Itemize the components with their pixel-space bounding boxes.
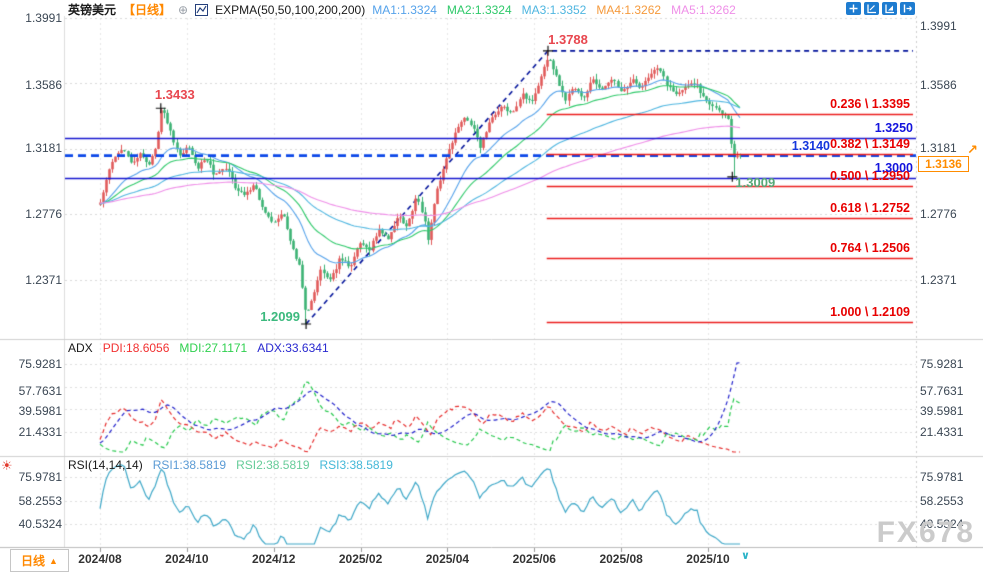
watermark: FX678	[876, 516, 975, 549]
adx-reading: PDI:18.6056	[102, 341, 170, 355]
fib-level-label: 0.500 \ 1.2950	[830, 169, 910, 184]
rsi-values: RSI1:38.5819 RSI2:38.5819 RSI3:38.5819	[153, 458, 403, 472]
price-direction-arrow-icon: ↗	[967, 142, 978, 157]
adx-axis-label-right: 57.7631	[920, 384, 964, 398]
ma-value: MA5:1.3262	[671, 2, 736, 17]
price-level-label: 1.3000	[874, 161, 913, 176]
expma-chart-icon	[195, 3, 209, 16]
rsi-name: RSI(14,14,14)	[68, 458, 143, 472]
main-axis-label-right: 1.2776	[920, 207, 957, 221]
rsi-axis-label-left: 40.5324	[18, 517, 62, 531]
main-axis-label-right: 1.2371	[920, 273, 957, 287]
adx-name: ADX	[68, 341, 93, 355]
rsi-reading: RSI3:38.5819	[319, 458, 393, 472]
zoom-vertical-button[interactable]	[882, 2, 897, 15]
period-selector-label: 日线	[21, 554, 46, 568]
date-axis-label: 2025/04	[425, 552, 470, 566]
main-axis-label-left: 1.2371	[25, 273, 62, 287]
ma-legend: MA1:1.3324 MA2:1.3324 MA3:1.3352 MA4:1.3262…	[372, 3, 736, 17]
main-axis-label-right: 1.3586	[920, 78, 957, 92]
ma-value: MA1:1.3324	[372, 2, 437, 17]
fib-level-label: 0.618 \ 1.2752	[830, 201, 910, 216]
price-annotation: 1.3788	[548, 31, 588, 47]
symbol-title: 英镑美元	[68, 3, 117, 17]
main-axis-label-left: 1.3181	[25, 141, 62, 155]
pan-right-button[interactable]	[900, 2, 915, 15]
rsi-legend: RSI(14,14,14) RSI1:38.5819 RSI2:38.5819 RS…	[68, 458, 403, 472]
move-tool-button[interactable]	[846, 2, 861, 15]
period-tag: 【日线】	[123, 3, 172, 17]
add-indicator-icon[interactable]: ⊕	[178, 2, 189, 17]
date-axis-label: 2025/10	[686, 552, 730, 566]
dashed-line-label: 1.3140	[791, 138, 830, 153]
fib-level-label: 1.000 \ 1.2109	[830, 305, 910, 320]
settings-sun-icon[interactable]: ☀	[1, 458, 13, 473]
adx-reading: ADX:33.6341	[257, 341, 329, 355]
adx-axis-label-right: 75.9281	[920, 357, 964, 371]
indicator-label: EXPMA(50,50,100,200,200)	[215, 2, 366, 17]
adx-legend: ADX PDI:18.6056 MDI:27.1171 ADX:33.6341	[68, 341, 339, 355]
rsi-axis-label-right: 75.9781	[920, 470, 964, 484]
date-axis-label: 2025/06	[512, 552, 556, 566]
main-axis-label-left: 1.3991	[25, 11, 62, 25]
main-axis-label-right: 1.3181	[920, 141, 957, 155]
adx-axis-label-left: 75.9281	[18, 357, 62, 371]
adx-axis-label-left: 39.5981	[18, 404, 62, 418]
rsi-axis-label-left: 75.9781	[18, 470, 62, 484]
rsi-axis-label-right: 58.2553	[920, 494, 964, 508]
ma-value: MA3:1.3352	[521, 2, 587, 17]
rsi-reading: RSI2:38.5819	[236, 458, 310, 472]
rsi-axis-label-right: 40.5324	[920, 517, 964, 531]
rsi-reading: RSI1:38.5819	[152, 458, 227, 472]
main-axis-label-left: 1.2776	[25, 207, 62, 221]
adx-axis-label-left: 21.4331	[18, 425, 62, 439]
adx-axis-label-right: 21.4331	[920, 425, 964, 439]
date-axis-label: 2024/12	[252, 552, 296, 566]
rsi-axis-label-left: 58.2553	[18, 494, 62, 508]
ma-value: MA2:1.3324	[446, 2, 512, 17]
fib-level-label: 0.236 \ 1.3395	[830, 97, 910, 112]
ma-value: MA4:1.3262	[596, 2, 662, 17]
adx-axis-label-left: 57.7631	[18, 384, 62, 398]
period-selector-button[interactable]: 日线 ▲	[10, 549, 69, 572]
chart-header: 英镑美元 【日线】 ⊕ EXPMA(50,50,100,200,200) MA1…	[68, 2, 736, 18]
adx-reading: MDI:27.1171	[179, 341, 248, 355]
adx-values: PDI:18.6056 MDI:27.1171 ADX:33.6341	[103, 341, 339, 355]
date-axis-label: 2024/10	[165, 552, 209, 566]
main-axis-label-right: 1.3991	[920, 19, 957, 33]
collapse-arrow-icon: ▲	[49, 555, 58, 566]
chart-toolbar	[846, 2, 915, 15]
zoom-horizontal-button[interactable]	[864, 2, 879, 15]
adx-axis-label-right: 39.5981	[920, 404, 964, 418]
main-axis-label-left: 1.3586	[25, 78, 62, 92]
date-axis-label: 2025/02	[338, 552, 383, 566]
fib-level-label: 0.382 \ 1.3149	[830, 137, 910, 152]
scroll-pin-icon: ∨	[741, 550, 750, 562]
price-annotation: 1.3433	[154, 87, 195, 103]
price-annotation: 1.2099	[260, 308, 300, 324]
price-level-label: 1.3250	[874, 120, 913, 135]
current-price-badge: 1.3136	[918, 156, 969, 172]
date-axis-label: 2024/08	[78, 552, 122, 566]
date-axis-label: 2025/08	[599, 552, 643, 566]
fib-level-label: 0.764 \ 1.2506	[830, 241, 910, 256]
price-annotation: 1.3009	[735, 174, 776, 190]
